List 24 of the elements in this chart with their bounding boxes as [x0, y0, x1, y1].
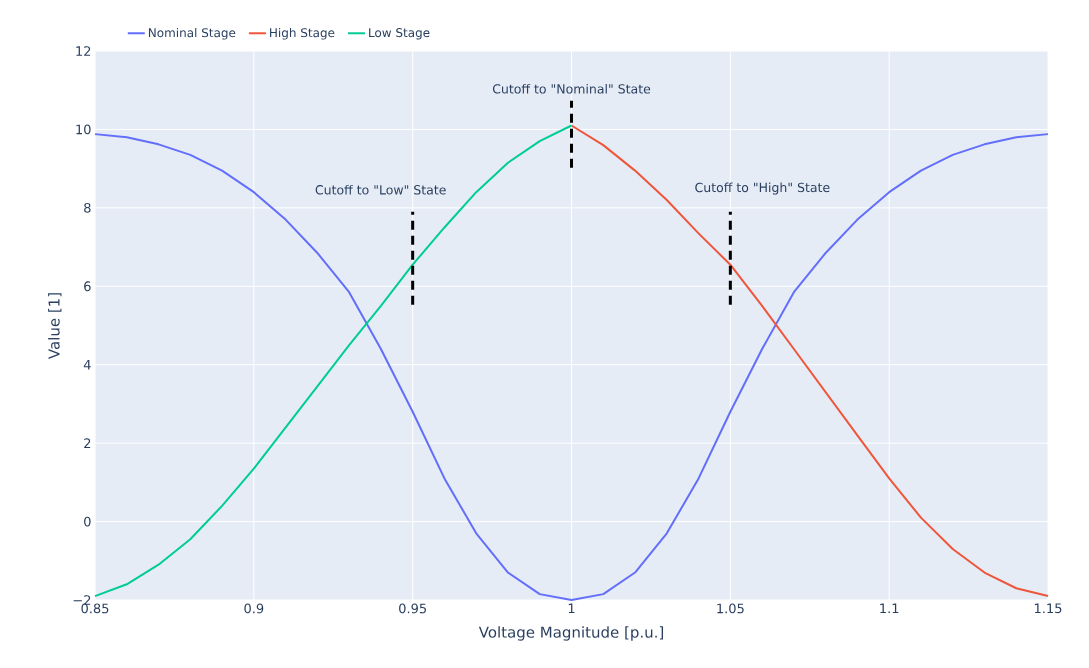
y-tick-label: 8 [84, 202, 91, 213]
x-tick-label: 0.9 [244, 603, 264, 614]
y-tick-label: 0 [84, 516, 91, 527]
annotation: Cutoff to "Low" State [315, 184, 446, 195]
y-tick-label: 6 [84, 281, 91, 292]
y-axis-title: Value [1] [48, 293, 62, 359]
x-axis-title: Voltage Magnitude [p.u.] [478, 626, 664, 641]
x-tick-label: 1.05 [717, 603, 744, 614]
y-tick-label: 10 [76, 124, 91, 135]
x-tick-label: 1.1 [880, 603, 899, 613]
legend-label: Low Stage [369, 28, 430, 40]
y-tick-label: −2 [73, 595, 91, 605]
x-tick-label: 0.95 [399, 603, 427, 614]
line-series [94, 133, 1050, 601]
x-tick-label: 1.15 [1034, 603, 1062, 614]
y-tick-label: 4 [83, 359, 91, 370]
y-tick-label: 12 [76, 46, 91, 56]
annotation: Cutoff to "High" State [695, 182, 830, 195]
x-tick-label: 0.85 [81, 603, 109, 614]
annotation: Cutoff to "Nominal" State [492, 83, 651, 94]
legend-label: Nominal Stage [148, 27, 236, 40]
legend-label: High Stage [270, 27, 335, 40]
y-tick-label: 2 [84, 438, 91, 448]
x-tick-label: 1 [568, 603, 575, 613]
